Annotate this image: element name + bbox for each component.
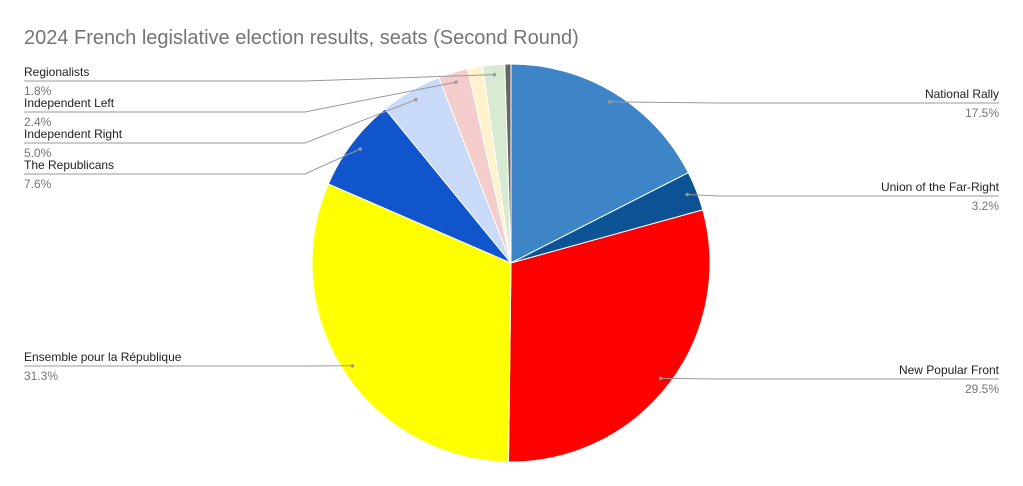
leader-line xyxy=(24,81,457,113)
chart-title: 2024 French legislative election results… xyxy=(24,27,579,49)
slice-value: 29.5% xyxy=(965,382,999,396)
slice-label: Independent Left xyxy=(24,96,115,110)
leader-line xyxy=(24,99,416,144)
pie-slice xyxy=(311,183,512,463)
leader-dot xyxy=(350,363,355,368)
slice-label: Union of the Far-Right xyxy=(881,180,1000,194)
leader-dot xyxy=(413,97,418,102)
pie-slice xyxy=(504,63,512,264)
slice-label: Regionalists xyxy=(24,65,89,79)
slice-value: 5.0% xyxy=(24,146,52,160)
pie-slice xyxy=(507,209,711,463)
leader-dot xyxy=(454,80,458,84)
pie-slice xyxy=(327,108,512,264)
slice-label: National Rally xyxy=(925,87,999,101)
leader-dot xyxy=(358,147,362,151)
leader-line xyxy=(24,74,495,82)
leader-dot xyxy=(658,376,663,381)
slice-label: New Popular Front xyxy=(899,363,1000,377)
leader-dot xyxy=(607,100,612,104)
slice-value: 3.2% xyxy=(972,199,1000,213)
slice-label: Independent Right xyxy=(24,127,123,141)
slice-value: 31.3% xyxy=(24,369,58,383)
slice-value: 7.6% xyxy=(24,177,52,191)
slice-value: 1.8% xyxy=(24,84,52,98)
slice-label: The Republicans xyxy=(24,158,114,172)
leader-line xyxy=(24,148,361,175)
slice-value: 17.5% xyxy=(965,106,999,120)
slice-label: Ensemble pour la République xyxy=(24,350,182,364)
leader-line xyxy=(687,194,999,197)
pie-slice xyxy=(510,63,689,264)
leader-dot xyxy=(685,192,690,197)
leader-line xyxy=(660,377,999,380)
slice-value: 2.4% xyxy=(24,115,52,129)
leader-line xyxy=(609,101,999,104)
leader-dot xyxy=(492,72,497,77)
